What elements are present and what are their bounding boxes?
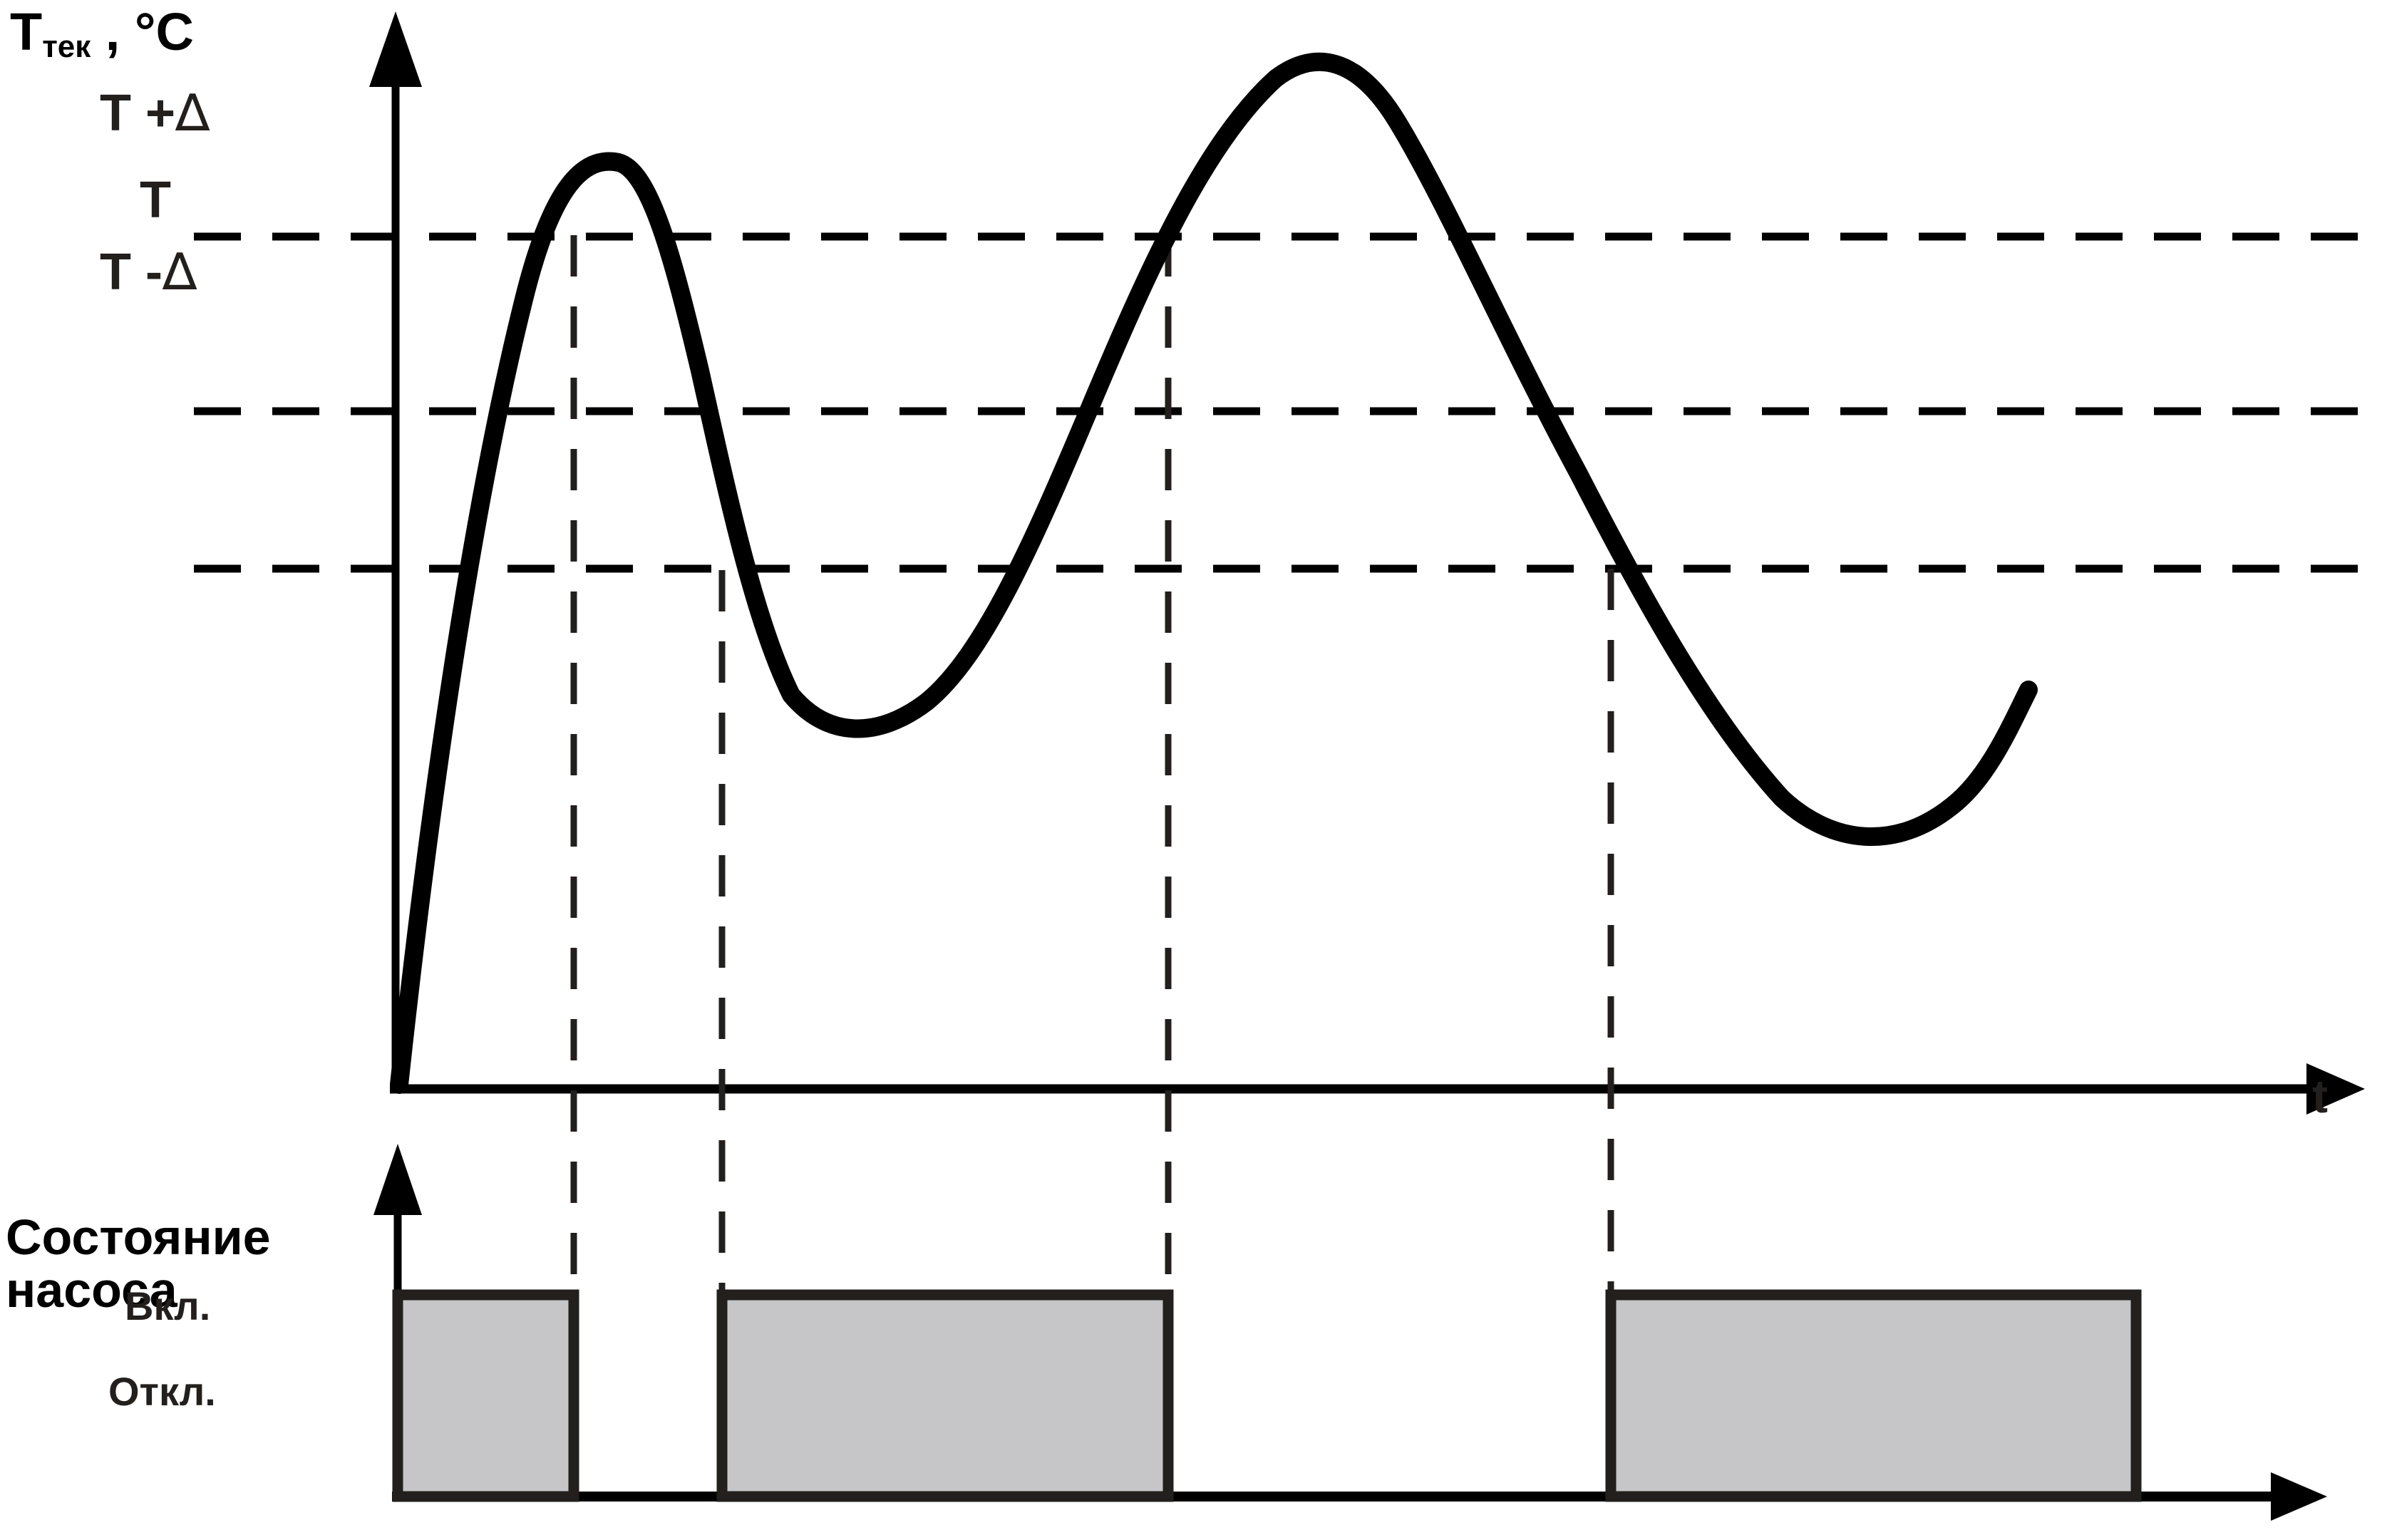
pump-on-blocks [392, 1289, 2142, 1502]
t-axis-arrow-icon [2306, 1063, 2365, 1115]
temperature-curve [390, 52, 2038, 1094]
threshold-lines [194, 232, 2387, 573]
switch-event-lines [570, 235, 1614, 1295]
pump-y-axis-arrow-icon [373, 1144, 422, 1215]
y-axis-arrow-icon [369, 11, 422, 87]
pump-on-block-3 [1605, 1289, 2142, 1502]
label-time-axis: t [2312, 1070, 2328, 1122]
label-pump-on: Вкл. [125, 1283, 211, 1328]
pump-on-block-1 [392, 1289, 579, 1502]
label-t-minus-delta: T -∆ [100, 242, 197, 301]
top-chart-x-axis [390, 1063, 2365, 1115]
label-t-plus-delta: T +∆ [100, 83, 210, 143]
pump-t-axis-arrow-icon [2271, 1472, 2327, 1521]
label-t-setpoint: T [140, 172, 171, 229]
label-pump-off: Откл. [108, 1369, 216, 1414]
label-pump-state-title: Состояние насоса [6, 1209, 271, 1318]
y-axis-title: Tтек , °C [10, 2, 194, 64]
pump-on-block-2 [716, 1289, 1174, 1502]
